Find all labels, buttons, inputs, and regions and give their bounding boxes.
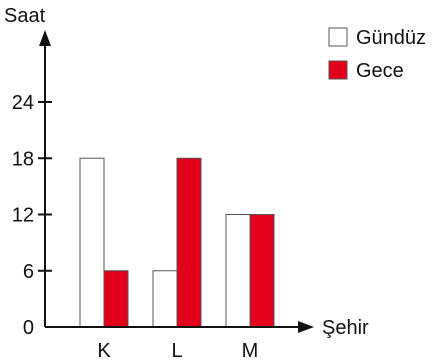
legend-label: Gece: [356, 60, 404, 82]
y-ticks-group: 0 6 12 18 24: [12, 92, 52, 339]
bar-l-gunduz: [152, 270, 178, 328]
legend-label: Gündüz: [356, 27, 426, 49]
bar-l-gece: [176, 157, 202, 328]
legend-swatch: [328, 60, 348, 80]
bars-group: [79, 157, 275, 328]
y-tick-label: 6: [23, 261, 34, 283]
x-axis-label: Şehir: [322, 317, 369, 339]
legend: Gündüz Gece: [328, 27, 426, 82]
bar-m-gunduz: [225, 214, 251, 328]
y-tick-label: 18: [12, 148, 34, 170]
y-tick-label: 24: [12, 92, 34, 114]
x-tick-label: M: [242, 340, 259, 362]
bar-m-gece: [249, 214, 275, 328]
bar-k-gece: [103, 270, 129, 328]
x-ticks-group: K L M: [97, 340, 258, 362]
y-axis-label: Saat: [4, 5, 46, 27]
x-axis-arrow: [298, 321, 314, 333]
legend-swatch: [328, 27, 348, 47]
y-tick-label: 12: [12, 205, 34, 227]
bar-k-gunduz: [79, 157, 105, 328]
x-tick-label: K: [97, 340, 111, 362]
x-tick-label: L: [171, 340, 182, 362]
y-tick-label: 0: [23, 317, 34, 339]
y-axis-arrow: [39, 30, 51, 46]
